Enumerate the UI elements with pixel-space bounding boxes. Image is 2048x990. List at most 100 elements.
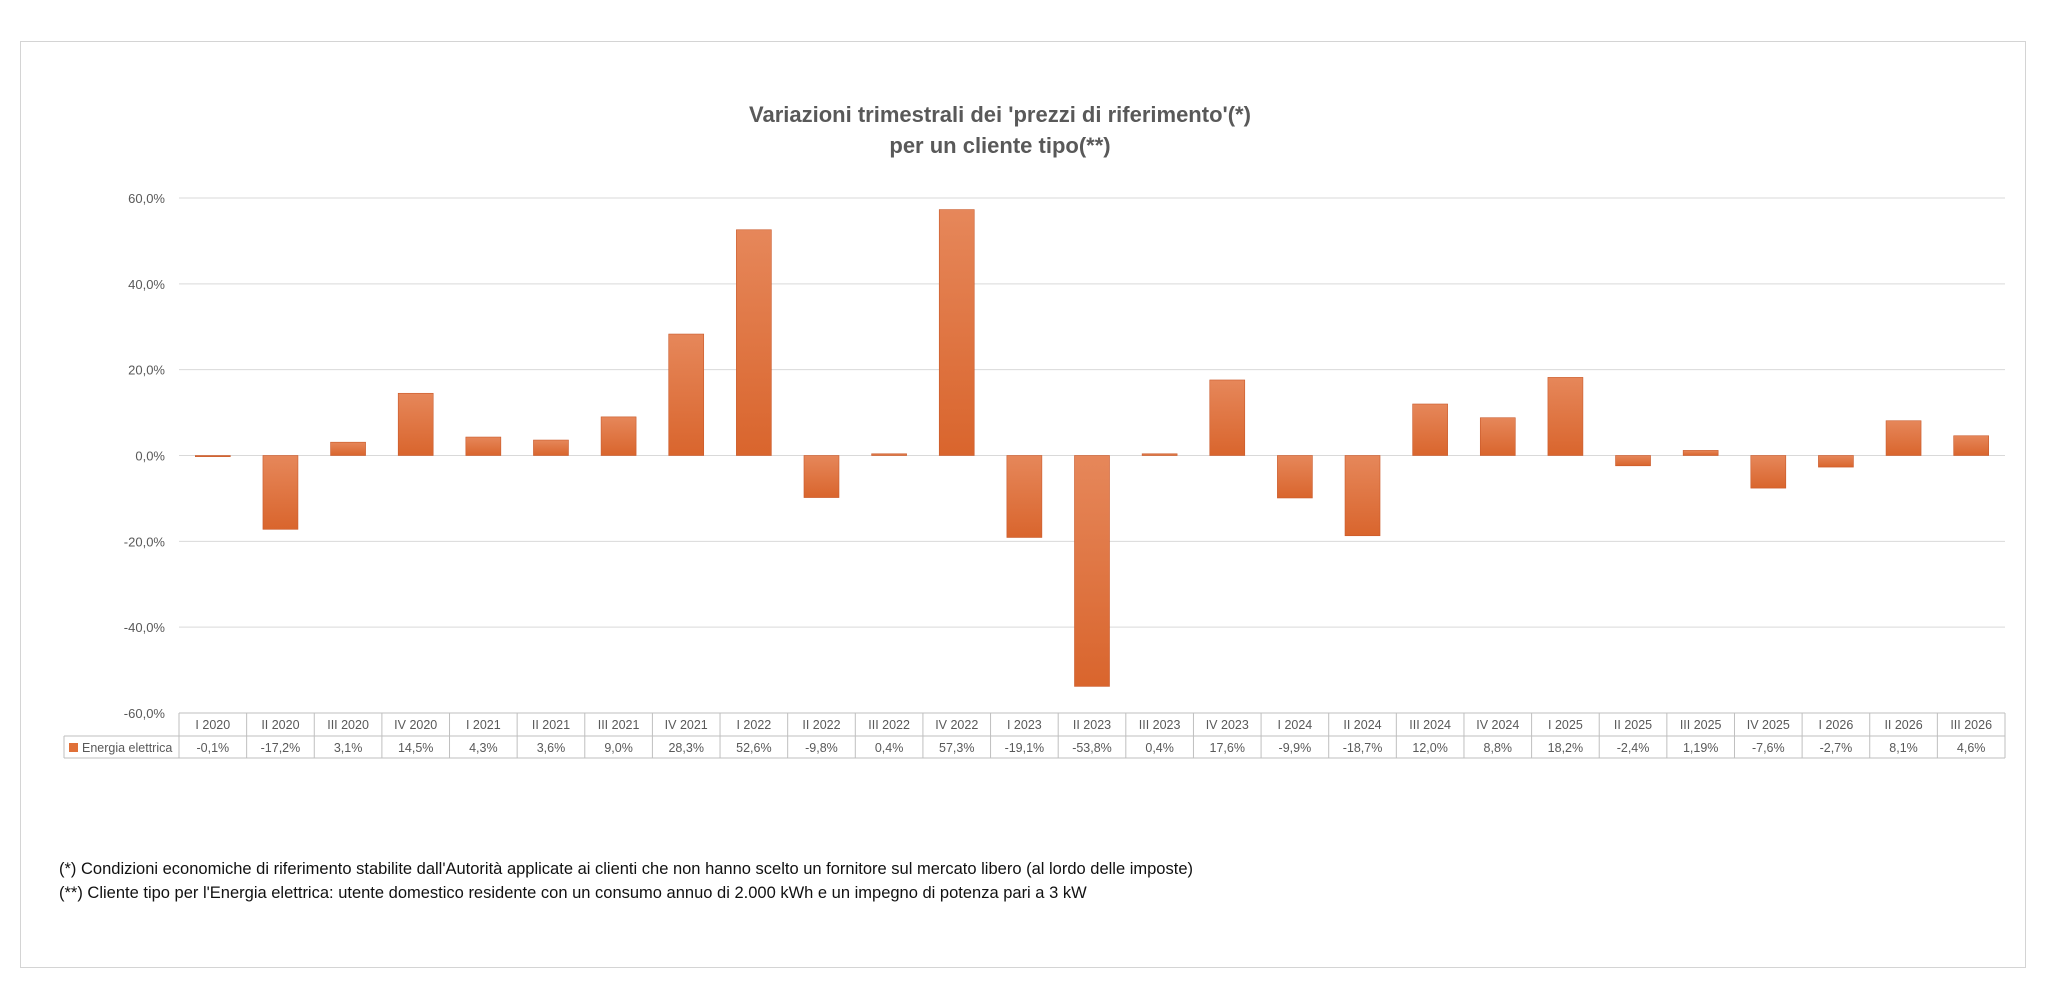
x-tick-label: III 2025 — [1680, 718, 1722, 732]
bar — [1750, 455, 1787, 489]
data-label: -2,7% — [1820, 741, 1853, 755]
x-tick-label: I 2022 — [736, 718, 771, 732]
data-label: -9,9% — [1279, 741, 1312, 755]
bar — [1953, 435, 1989, 456]
x-tick-label: II 2025 — [1614, 718, 1652, 732]
x-tick-label: II 2023 — [1073, 718, 1111, 732]
data-label: 52,6% — [736, 741, 771, 755]
x-tick-label: II 2024 — [1343, 718, 1381, 732]
data-label: 0,4% — [875, 741, 904, 755]
legend-label: Energia elettrica — [82, 741, 172, 755]
bar — [1141, 453, 1178, 456]
footnote-2: (**) Cliente tipo per l'Energia elettric… — [59, 884, 1087, 902]
x-tick-label: I 2024 — [1278, 718, 1313, 732]
bar — [736, 229, 772, 456]
data-label: 4,6% — [1957, 741, 1986, 755]
data-label: -17,2% — [261, 741, 301, 755]
data-label: 17,6% — [1210, 741, 1245, 755]
bar — [1277, 455, 1313, 499]
bar — [1682, 450, 1719, 456]
bar — [1074, 455, 1110, 687]
bars — [195, 209, 1989, 687]
x-tick-label: III 2023 — [1139, 718, 1181, 732]
data-label: -53,8% — [1072, 741, 1112, 755]
x-tick-label: I 2021 — [466, 718, 501, 732]
data-label: -2,4% — [1617, 741, 1650, 755]
data-label: -7,6% — [1752, 741, 1785, 755]
bar — [330, 441, 366, 456]
x-tick-label: I 2020 — [195, 718, 230, 732]
bar — [195, 455, 231, 458]
bar — [1344, 455, 1381, 537]
x-tick-label: III 2020 — [327, 718, 369, 732]
bar — [600, 416, 637, 456]
y-tick-label: -20,0% — [124, 534, 166, 549]
data-label: -18,7% — [1343, 741, 1383, 755]
data-label: 14,5% — [398, 741, 433, 755]
bar — [938, 209, 975, 456]
footnotes: (*) Condizioni economiche di riferimento… — [59, 857, 1193, 905]
x-tick-label: III 2021 — [598, 718, 640, 732]
x-tick-label: IV 2020 — [394, 718, 437, 732]
y-tick-label: 20,0% — [128, 363, 165, 378]
bar — [1479, 417, 1516, 456]
x-tick-label: I 2023 — [1007, 718, 1042, 732]
bar — [871, 453, 907, 456]
data-label: 57,3% — [939, 741, 974, 755]
data-label: -19,1% — [1005, 741, 1045, 755]
chart-title-line-2: per un cliente tipo(**) — [889, 133, 1110, 158]
data-label: 0,4% — [1145, 741, 1174, 755]
chart-title-line-1: Variazioni trimestrali dei 'prezzi di ri… — [749, 102, 1251, 127]
bar — [397, 392, 434, 456]
legend-swatch — [69, 743, 78, 752]
x-tick-label: II 2021 — [532, 718, 570, 732]
bar — [262, 455, 299, 530]
data-label: 18,2% — [1548, 741, 1583, 755]
x-tick-label: IV 2021 — [665, 718, 708, 732]
data-label: 9,0% — [604, 741, 633, 755]
data-label: 8,8% — [1484, 741, 1513, 755]
x-tick-label: IV 2024 — [1476, 718, 1519, 732]
y-tick-label: -40,0% — [124, 620, 166, 635]
data-label: 1,19% — [1683, 741, 1718, 755]
bar — [1615, 455, 1651, 467]
bar — [1412, 403, 1448, 456]
data-label: 28,3% — [668, 741, 703, 755]
x-tick-label: I 2026 — [1819, 718, 1854, 732]
x-tick-label: IV 2022 — [935, 718, 978, 732]
data-label: 3,6% — [537, 741, 566, 755]
y-tick-label: -60,0% — [124, 706, 166, 721]
bar — [1006, 455, 1043, 538]
x-tick-label: III 2026 — [1950, 718, 1992, 732]
x-tick-label: I 2025 — [1548, 718, 1583, 732]
data-label: -9,8% — [805, 741, 838, 755]
bar — [1547, 377, 1584, 456]
data-label: 3,1% — [334, 741, 363, 755]
y-axis-ticks: 60,0% 40,0% 20,0% 0,0% -20,0% -40,0% -60,0% — [124, 191, 166, 721]
y-tick-label: 0,0% — [135, 449, 165, 464]
x-tick-label: IV 2023 — [1206, 718, 1249, 732]
data-label: -0,1% — [196, 741, 229, 755]
data-label: 8,1% — [1889, 741, 1918, 755]
bar — [668, 333, 705, 456]
x-tick-label: IV 2025 — [1747, 718, 1790, 732]
x-tick-label: II 2026 — [1884, 718, 1922, 732]
footnote-1: (*) Condizioni economiche di riferimento… — [59, 860, 1193, 878]
x-tick-label: II 2022 — [802, 718, 840, 732]
x-tick-label: III 2022 — [868, 718, 910, 732]
data-label: 12,0% — [1412, 741, 1447, 755]
data-label: 4,3% — [469, 741, 498, 755]
y-tick-label: 60,0% — [128, 191, 165, 206]
bar — [465, 436, 502, 456]
y-tick-label: 40,0% — [128, 277, 165, 292]
bar — [1885, 420, 1922, 456]
x-tick-label: III 2024 — [1409, 718, 1451, 732]
bar — [803, 455, 840, 498]
bar — [533, 439, 569, 456]
bar — [1818, 455, 1854, 468]
chart-frame — [20, 41, 2026, 968]
data-table: I 2020 -0,1% II 2020 -17,2% III 2020 3,1% IV 2… — [63, 712, 2006, 759]
x-tick-label: II 2020 — [261, 718, 299, 732]
bar — [1209, 379, 1246, 456]
